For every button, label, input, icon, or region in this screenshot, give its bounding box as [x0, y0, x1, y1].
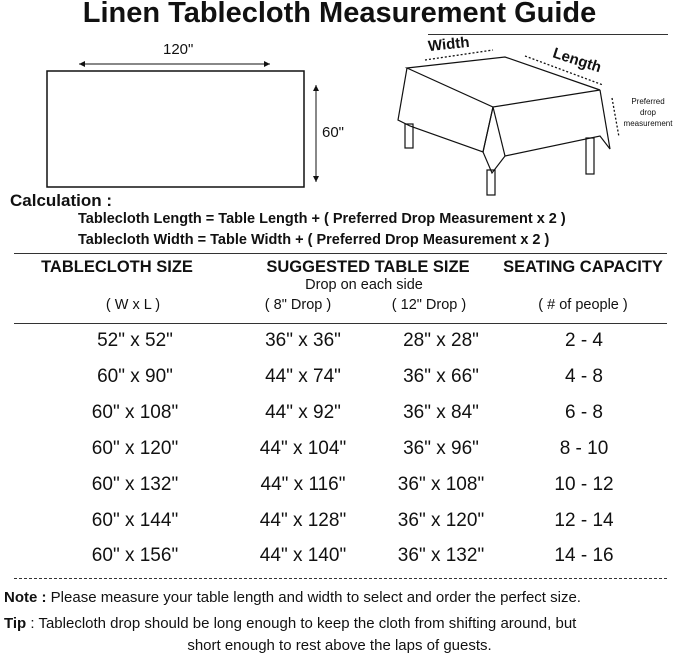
width-measure-line: [424, 49, 494, 61]
table-illustration: [397, 49, 620, 196]
header-suggested-table-size: SUGGESTED TABLE SIZE: [266, 258, 470, 276]
note-line: Note : Please measure your table length …: [4, 589, 581, 606]
seating-capacity-cell: 14 - 16: [554, 545, 614, 567]
table-size-8-drop-cell: 44" x 74": [265, 365, 341, 387]
width-formula: Tablecloth Width = Table Width + ( Prefe…: [78, 232, 550, 248]
seating-capacity-cell: 10 - 12: [554, 473, 614, 495]
table-size-12-drop-cell: 36" x 132": [397, 545, 485, 567]
header-bottom-rule: [14, 323, 667, 324]
subheader-12-drop: ( 12" Drop ): [391, 297, 467, 313]
page-title: Linen Tablecloth Measurement Guide: [82, 0, 597, 29]
table-size-12-drop-cell: 36" x 66": [403, 365, 479, 387]
tip-label: Tip: [4, 615, 27, 632]
title-rule: [428, 34, 668, 35]
drop-measure-line: [611, 97, 620, 138]
seating-capacity-cell: 12 - 14: [554, 509, 614, 531]
drop-note: Drop on each side: [305, 277, 423, 293]
drop-label: Preferred drop measurement: [620, 96, 676, 129]
length-formula: Tablecloth Length = Table Length + ( Pre…: [78, 211, 566, 227]
length-measure-line: [524, 55, 604, 86]
table-size-12-drop-cell: 36" x 120": [397, 509, 485, 531]
calculation-heading: Calculation :: [10, 191, 113, 210]
seating-capacity-cell: 4 - 8: [564, 365, 604, 387]
tip-line: Tip : Tablecloth drop should be long eno…: [4, 615, 576, 632]
tip-text: : Tablecloth drop should be long enough …: [26, 615, 577, 632]
table-size-12-drop-cell: 28" x 28": [403, 330, 479, 351]
drop-label-line: drop: [639, 108, 656, 117]
table-size-12-drop-cell: 36" x 108": [397, 473, 485, 495]
tablecloth-size-cell: 60" x 90": [97, 365, 173, 387]
seating-capacity-cell: 6 - 8: [564, 401, 604, 423]
subheader-8-drop: ( 8" Drop ): [264, 297, 332, 313]
width-dimension: 120": [163, 41, 194, 58]
tablecloth-size-cell: 60" x 108": [91, 401, 179, 423]
tablecloth-size-cell: 60" x 156": [91, 545, 179, 567]
drop-label-line: Preferred: [631, 97, 665, 106]
drop-label-line: measurement: [623, 119, 673, 128]
subheader-people: ( # of people ): [538, 297, 628, 313]
dashed-divider: [14, 578, 667, 579]
subheader-wxl: ( W x L ): [105, 297, 161, 313]
note-text: Please measure your table length and wid…: [46, 589, 581, 606]
table-size-8-drop-cell: 36" x 36": [265, 330, 341, 351]
tip-line-2: short enough to rest above the laps of g…: [187, 637, 492, 654]
tablecloth-size-cell: 60" x 144": [91, 509, 179, 531]
table-size-8-drop-cell: 44" x 128": [259, 509, 347, 531]
table-size-8-drop-cell: 44" x 104": [259, 437, 347, 459]
height-dimension: 60": [322, 124, 345, 141]
table-size-12-drop-cell: 36" x 84": [403, 401, 479, 423]
tablecloth-size-cell: 52" x 52": [97, 330, 173, 351]
tablecloth-rectangle: [46, 70, 305, 188]
table-size-8-drop-cell: 44" x 116": [260, 473, 346, 495]
header-tablecloth-size: TABLECLOTH SIZE: [41, 258, 193, 276]
note-label: Note :: [4, 589, 47, 606]
rectangle-diagram: [46, 61, 319, 188]
tablecloth-size-cell: 60" x 120": [91, 437, 179, 459]
table-size-8-drop-cell: 44" x 92": [265, 401, 341, 423]
table-size-8-drop-cell: 44" x 140": [259, 545, 347, 567]
table-size-12-drop-cell: 36" x 96": [403, 437, 479, 459]
header-seating-capacity: SEATING CAPACITY: [503, 258, 663, 276]
seating-capacity-cell: 8 - 10: [559, 437, 609, 459]
table-top-rule: [14, 253, 667, 254]
seating-capacity-cell: 2 - 4: [564, 330, 604, 351]
tablecloth-size-cell: 60" x 132": [91, 473, 179, 495]
